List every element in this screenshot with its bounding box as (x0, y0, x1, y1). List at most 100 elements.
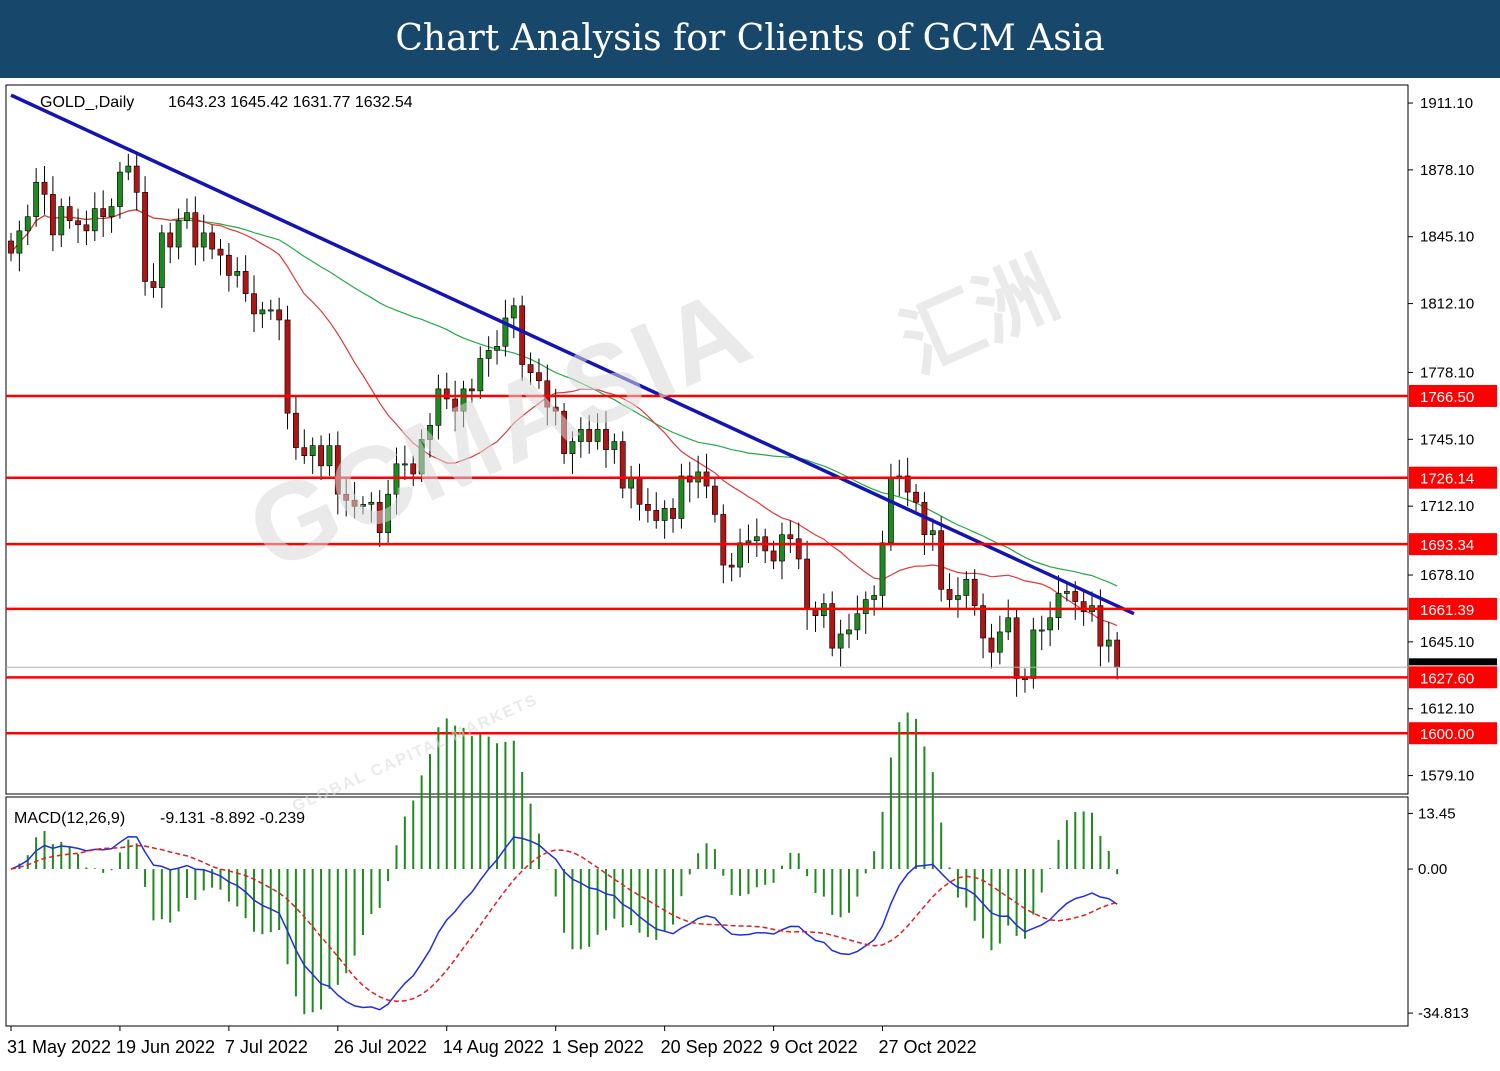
candle-body (712, 485, 718, 515)
price-axis: 1911.10 1878.10 1845.10 1812.10 1778.10 1745.… (1408, 95, 1474, 785)
candle-body (1114, 639, 1121, 668)
candle-body (1038, 629, 1045, 632)
candle-body (720, 514, 727, 566)
chart-area: 1911.10 1878.10 1845.10 1812.10 1778.10 1745.… (5, 84, 1497, 1057)
candle-body (150, 281, 157, 288)
macd-panel-labels: MACD(12,26,9) -9.131 -8.892 -0.239 (14, 810, 305, 827)
candle-body (980, 605, 986, 639)
price-tick-label: 1612.10 (1420, 701, 1474, 718)
candle-body (24, 216, 31, 232)
candle-body (502, 317, 509, 347)
macd-panel (5, 796, 1409, 1027)
time-axis: 31 May 2022 19 Jun 2022 7 Jul 2022 26 Jul 2… (7, 1026, 977, 1057)
candle-body (108, 206, 115, 217)
candle-body (343, 493, 350, 501)
candle-body (75, 220, 81, 226)
candle-body (418, 439, 425, 475)
candle-body (753, 536, 760, 542)
candle-body (519, 305, 526, 365)
price-panel-labels: GOLD_,Daily 1643.23 1645.42 1631.77 1632… (40, 94, 413, 111)
candle-body (494, 346, 500, 351)
candle-body (594, 429, 601, 442)
candle-body (787, 534, 794, 540)
candle-body (334, 445, 341, 495)
candle-body (309, 445, 316, 457)
candle-body (8, 240, 14, 254)
candle-body (276, 309, 283, 321)
candle-body (536, 372, 542, 382)
price-tick-label: 1911.10 (1420, 95, 1473, 112)
candle-body (460, 388, 467, 412)
macd-signal-line (10, 844, 1118, 1002)
price-panel-frame (5, 84, 1409, 795)
price-panel (5, 84, 1409, 795)
candle-body (569, 441, 576, 454)
candle-body (251, 293, 257, 315)
candle-body (686, 475, 693, 483)
candle-body (318, 445, 324, 467)
price-tick-label: 1845.10 (1420, 229, 1474, 246)
candle-body (1022, 678, 1028, 681)
candle-body (1097, 605, 1104, 647)
time-tick-label: 19 Jun 2022 (116, 1037, 215, 1057)
candle-body (33, 181, 40, 217)
candle-body (91, 208, 98, 232)
macd-line (10, 835, 1118, 1011)
candle-body (837, 633, 844, 649)
level-label-bg (1409, 597, 1497, 620)
candle-body (938, 530, 945, 590)
ohlc-readout: 1643.23 1645.42 1631.77 1632.54 (168, 94, 413, 111)
macd-tick-label: 13.45 (1418, 805, 1456, 822)
time-tick-label: 27 Oct 2022 (879, 1037, 977, 1057)
candle-body (184, 212, 190, 222)
candle-body (779, 534, 785, 562)
candle-body (653, 510, 660, 521)
candle-body (544, 380, 551, 408)
candle-body (996, 631, 1003, 653)
candle-body (745, 540, 752, 544)
candle-body (770, 550, 777, 562)
candle-body (117, 171, 123, 207)
macd-tick-label: -34.813 (1418, 1005, 1469, 1022)
price-tick-label: 1678.10 (1420, 567, 1474, 584)
candle-body (862, 599, 869, 615)
time-tick-label: 20 Sep 2022 (661, 1037, 763, 1057)
candle-body (435, 388, 442, 426)
candle-body (410, 463, 417, 475)
candle-body (1005, 617, 1012, 633)
candle-body (443, 388, 450, 400)
candle-body (477, 358, 484, 392)
candle-body (854, 613, 861, 631)
candle-body (1047, 617, 1054, 631)
macd-panel-frame (5, 796, 1409, 1027)
candle-body (393, 463, 400, 495)
level-label: 1693.34 (1420, 537, 1474, 554)
candle-body (360, 504, 366, 507)
candle-body (1030, 629, 1037, 679)
time-tick-label: 9 Oct 2022 (770, 1037, 858, 1057)
candle-body (887, 477, 894, 544)
candle-body (577, 429, 584, 442)
candle-body (175, 220, 182, 248)
candle-body (158, 232, 165, 288)
candle-body (644, 504, 651, 511)
level-label: 1600.00 (1420, 726, 1474, 743)
page-title: Chart Analysis for Clients of GCM Asia (395, 18, 1105, 59)
candle-body (401, 463, 408, 466)
candle-body (846, 629, 852, 635)
candle-body (385, 493, 391, 533)
candle-body (209, 232, 216, 250)
candle-body (946, 589, 953, 600)
price-tick-label: 1712.10 (1420, 498, 1474, 515)
candle-body (561, 410, 567, 454)
candle-body (1105, 639, 1112, 647)
level-label: 1661.39 (1420, 602, 1474, 619)
candle-body (988, 637, 995, 653)
time-tick-label: 7 Jul 2022 (225, 1037, 308, 1057)
macd-tick-label: 0.00 (1418, 861, 1447, 878)
candle-body (259, 309, 266, 315)
candle-body (737, 542, 743, 568)
candle-body (301, 447, 308, 457)
macd-series: 13.45 0.00 -34.813 (10, 712, 1469, 1022)
price-tick-label: 1645.10 (1420, 634, 1474, 651)
